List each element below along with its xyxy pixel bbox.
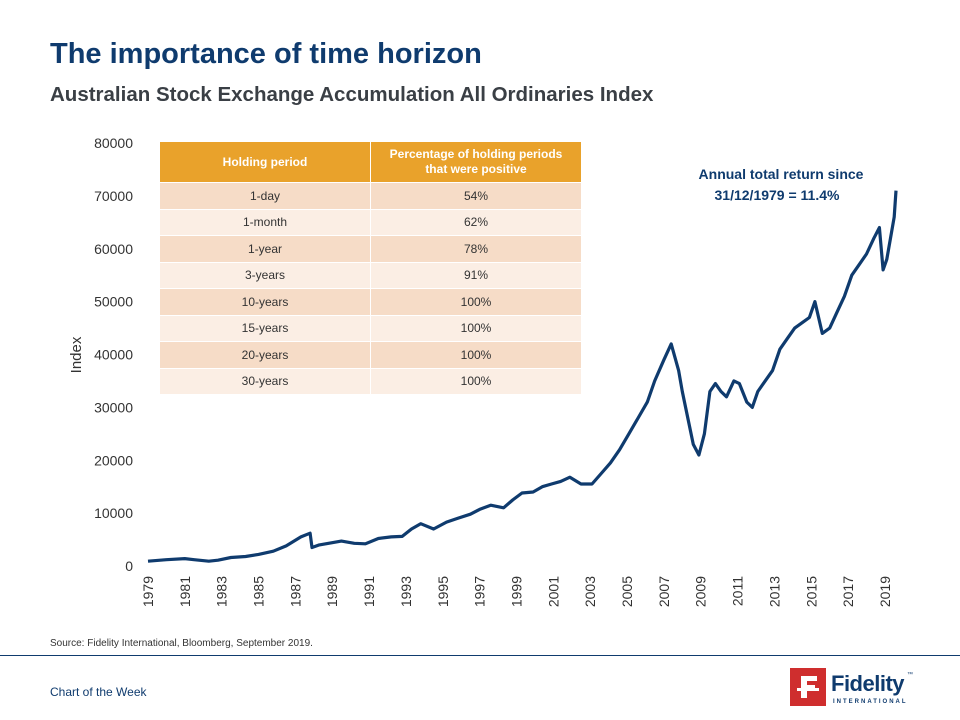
x-tick-label: 1983 [214, 576, 230, 607]
table-row: 1-day 54% [160, 182, 581, 209]
page-subtitle: Australian Stock Exchange Accumulation A… [50, 83, 654, 106]
x-tick-label: 1981 [177, 576, 193, 607]
x-tick-label: 2015 [803, 576, 819, 607]
line-chart: 0 10000 20000 30000 40000 50000 60000 70000 8000… [68, 135, 898, 607]
footer-label: Chart of the Week [50, 685, 147, 699]
holding-period-cell: 10-years [160, 288, 371, 315]
table-row: 15-years 100% [160, 314, 581, 342]
y-tick-label: 0 [125, 558, 133, 574]
holding-period-cell: 3-years [160, 261, 371, 289]
y-tick-label: 40000 [94, 347, 133, 363]
column-header-percentage-positive: Percentage of holding periods that were … [370, 142, 581, 183]
x-axis: 1979 1981 1983 1985 1987 1989 1991 1993 1995 1997… [140, 576, 893, 607]
x-tick-label: 2005 [619, 576, 635, 607]
x-tick-label: 2007 [656, 576, 672, 607]
holding-period-cell: 1-day [160, 182, 371, 209]
fidelity-logo: Fidelity ™ INTERNATIONAL [790, 668, 913, 708]
table-header-row: Holding period Percentage of holding per… [160, 142, 581, 183]
holding-period-table: Holding period Percentage of holding per… [160, 142, 581, 394]
x-tick-label: 1989 [324, 576, 340, 607]
x-tick-label: 1997 [472, 576, 488, 607]
x-tick-label: 2011 [730, 576, 746, 606]
y-tick-label: 20000 [94, 452, 133, 468]
page-title: The importance of time horizon [50, 38, 482, 70]
x-tick-label: 2013 [766, 576, 782, 607]
percentage-cell: 62% [370, 208, 581, 236]
holding-period-cell: 20-years [160, 341, 371, 368]
y-tick-label: 60000 [94, 241, 133, 257]
x-tick-label: 1979 [140, 576, 156, 607]
percentage-cell: 100% [370, 367, 581, 394]
percentage-cell: 54% [370, 182, 581, 209]
holding-period-cell: 1-month [160, 208, 371, 236]
x-tick-label: 2003 [582, 576, 598, 607]
table-row: 1-year 78% [160, 235, 581, 262]
logo-subtext: INTERNATIONAL [833, 699, 908, 705]
x-tick-label: 1985 [251, 576, 267, 607]
footer-divider [0, 655, 960, 656]
x-tick-label: 1991 [361, 576, 377, 607]
logo-wordmark: Fidelity [831, 671, 905, 696]
y-tick-label: 30000 [94, 399, 133, 415]
x-tick-label: 2019 [877, 576, 893, 607]
x-tick-label: 2001 [545, 576, 561, 607]
percentage-cell: 100% [370, 314, 581, 342]
x-tick-label: 2009 [693, 576, 709, 607]
x-tick-label: 2017 [840, 576, 856, 607]
table-row: 10-years 100% [160, 288, 581, 315]
x-tick-label: 1987 [287, 576, 303, 607]
y-axis-label: Index [68, 336, 85, 373]
index-series-line [147, 190, 898, 563]
holding-period-cell: 30-years [160, 367, 371, 394]
fidelity-logo-icon [790, 668, 826, 706]
table-row: 30-years 100% [160, 367, 581, 394]
holding-period-cell: 1-year [160, 235, 371, 262]
x-tick-label: 1993 [398, 576, 414, 607]
column-header-holding-period: Holding period [160, 142, 371, 183]
percentage-cell: 100% [370, 341, 581, 368]
x-tick-label: 1999 [508, 576, 524, 607]
annotation-line-2: 31/12/1979 = 11.4% [715, 187, 840, 203]
table-row: 20-years 100% [160, 341, 581, 368]
y-axis: 0 10000 20000 30000 40000 50000 60000 70000 8000… [94, 135, 133, 574]
holding-period-cell: 15-years [160, 314, 371, 342]
table-row: 1-month 62% [160, 208, 581, 236]
percentage-cell: 100% [370, 288, 581, 315]
y-tick-label: 10000 [94, 505, 133, 521]
y-tick-label: 80000 [94, 135, 133, 151]
x-tick-label: 1995 [435, 576, 451, 607]
trademark-icon: ™ [907, 672, 913, 678]
table-row: 3-years 91% [160, 261, 581, 289]
annotation-line-1: Annual total return since [699, 166, 864, 182]
percentage-cell: 78% [370, 235, 581, 262]
y-tick-label: 70000 [94, 188, 133, 204]
percentage-cell: 91% [370, 261, 581, 289]
source-note: Source: Fidelity International, Bloomber… [50, 638, 313, 649]
y-tick-label: 50000 [94, 294, 133, 310]
